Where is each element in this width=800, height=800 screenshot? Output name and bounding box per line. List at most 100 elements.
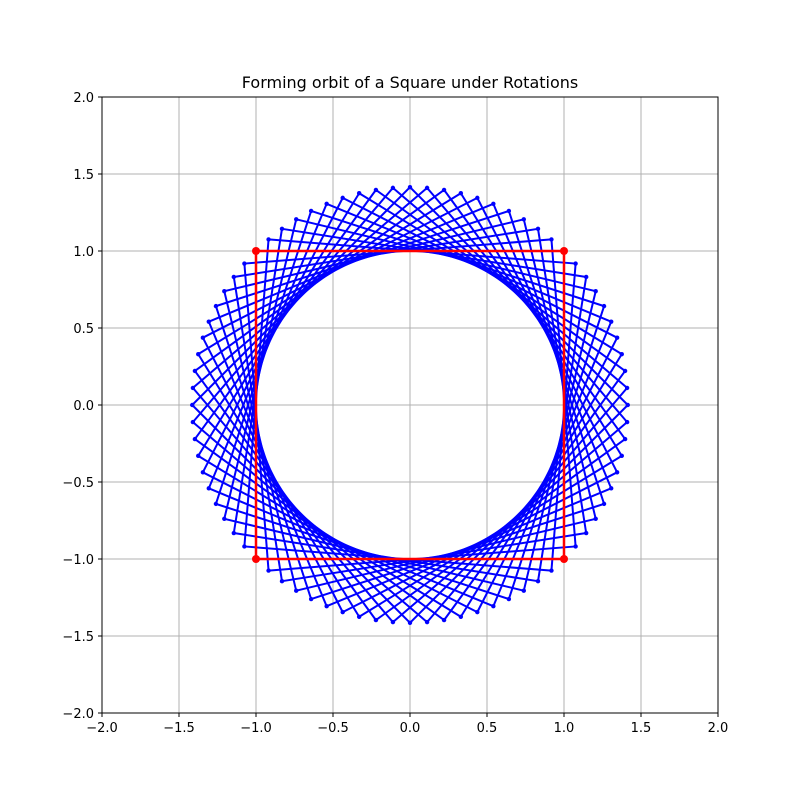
rotated-vertex-marker	[614, 470, 620, 475]
rotated-vertex-marker	[294, 217, 299, 222]
rotated-vertex-marker	[521, 588, 526, 593]
rotated-vertex-marker	[593, 516, 598, 521]
rotated-vertex-marker	[491, 604, 496, 609]
rotated-vertex-marker	[614, 335, 620, 340]
rotated-vertex-marker	[356, 191, 362, 196]
rotated-vertex-marker	[549, 568, 554, 573]
rotated-vertex-marker	[506, 596, 512, 602]
rotated-vertex-marker	[222, 516, 227, 521]
rotated-vertex-marker	[373, 617, 379, 623]
x-axis: −2.0 −1.5 −1.0 −0.5 0.0 0.5 1.0 1.5 2.0	[86, 713, 728, 736]
rotated-vertex-marker	[622, 368, 628, 374]
x-tick-label: 2.0	[708, 721, 729, 736]
rotated-vertex-marker	[206, 319, 211, 324]
rotated-vertex-marker	[609, 319, 614, 324]
rotated-vertex-marker	[242, 261, 247, 266]
y-tick-label: 0.5	[73, 322, 94, 337]
y-tick-label: 0.0	[73, 399, 94, 414]
rotated-squares	[190, 185, 630, 625]
x-tick-label: −1.0	[240, 721, 272, 736]
rotated-vertex-marker	[231, 274, 237, 280]
rotated-vertex-marker	[192, 436, 198, 442]
rotated-vertex-marker	[573, 544, 578, 549]
x-tick-label: 0.5	[477, 721, 498, 736]
rotated-vertex-marker	[266, 568, 271, 573]
rotated-vertex-marker	[624, 385, 630, 391]
rotated-vertex-marker	[601, 501, 607, 507]
rotated-vertex-marker	[308, 596, 314, 602]
original-vertex-marker	[560, 555, 568, 563]
rotated-vertex-marker	[491, 201, 496, 206]
rotated-vertex-marker	[231, 530, 237, 536]
rotated-vertex-marker	[506, 208, 512, 214]
rotated-vertex-marker	[521, 217, 526, 222]
rotated-vertex-marker	[441, 187, 447, 193]
y-tick-label: −1.0	[62, 553, 94, 568]
rotated-vertex-marker	[196, 453, 201, 459]
rotated-vertex-marker	[340, 195, 345, 201]
rotated-vertex-marker	[308, 208, 314, 214]
rotated-vertex-marker	[294, 588, 299, 593]
rotated-vertex-marker	[583, 274, 589, 280]
rotated-vertex-marker	[213, 303, 219, 309]
x-tick-label: −1.5	[163, 721, 195, 736]
rotated-vertex-marker	[535, 226, 541, 232]
y-axis: −2.0 −1.5 −1.0 −0.5 0.0 0.5 1.0 1.5 2.0	[62, 91, 102, 722]
original-vertex-marker	[252, 247, 260, 255]
rotated-vertex-marker	[424, 185, 430, 191]
y-tick-label: −1.5	[62, 630, 94, 645]
rotated-vertex-marker	[222, 289, 227, 294]
y-tick-label: 2.0	[73, 91, 94, 106]
rotated-vertex-marker	[213, 501, 219, 507]
rotated-vertex-marker	[190, 385, 196, 391]
rotated-vertex-marker	[200, 470, 206, 475]
x-tick-label: 0.0	[400, 721, 421, 736]
rotated-vertex-marker	[583, 530, 589, 536]
rotated-vertex-marker	[324, 201, 329, 206]
rotated-vertex-marker	[593, 289, 598, 294]
rotated-vertex-marker	[609, 486, 614, 491]
original-vertex-marker	[560, 247, 568, 255]
rotated-vertex-marker	[279, 226, 285, 232]
rotated-vertex-marker	[624, 419, 630, 425]
original-square	[252, 247, 568, 563]
x-tick-label: −2.0	[86, 721, 118, 736]
rotated-vertex-marker	[192, 368, 198, 374]
y-tick-label: 1.5	[73, 168, 94, 183]
rotated-vertex-marker	[619, 351, 624, 357]
y-tick-label: 1.0	[73, 245, 94, 260]
rotated-vertex-marker	[549, 237, 554, 242]
rotated-vertex-marker	[619, 453, 624, 459]
rotated-vertex-marker	[475, 609, 480, 615]
rotated-vertex-marker	[324, 604, 329, 609]
rotated-vertex-marker	[622, 436, 628, 442]
x-tick-label: 1.5	[631, 721, 652, 736]
rotated-vertex-marker	[242, 544, 247, 549]
rotated-vertex-marker	[356, 614, 362, 619]
rotated-vertex-marker	[573, 261, 578, 266]
rotated-vertex-marker	[625, 402, 630, 408]
rotated-vertex-marker	[266, 237, 271, 242]
rotated-vertex-marker	[340, 609, 345, 615]
rotated-vertex-marker	[373, 187, 379, 193]
rotated-vertex-marker	[206, 486, 211, 491]
rotated-vertex-marker	[279, 578, 285, 584]
original-vertex-marker	[252, 555, 260, 563]
rotated-vertex-marker	[441, 617, 447, 623]
rotated-vertex-marker	[390, 619, 396, 625]
rotated-vertex-marker	[535, 578, 541, 584]
rotated-vertex-marker	[424, 619, 430, 625]
rotated-vertex-marker	[407, 620, 413, 625]
x-tick-label: −0.5	[317, 721, 349, 736]
chart-title: Forming orbit of a Square under Rotation…	[242, 73, 578, 92]
rotated-vertex-marker	[190, 402, 195, 408]
rotated-vertex-marker	[475, 195, 480, 201]
y-tick-label: −0.5	[62, 476, 94, 491]
x-tick-label: 1.0	[554, 721, 575, 736]
y-tick-label: −2.0	[62, 707, 94, 722]
rotated-vertex-marker	[390, 185, 396, 191]
rotated-vertex-marker	[200, 335, 206, 340]
rotated-vertex-marker	[190, 419, 196, 425]
rotated-vertex-marker	[458, 614, 464, 619]
